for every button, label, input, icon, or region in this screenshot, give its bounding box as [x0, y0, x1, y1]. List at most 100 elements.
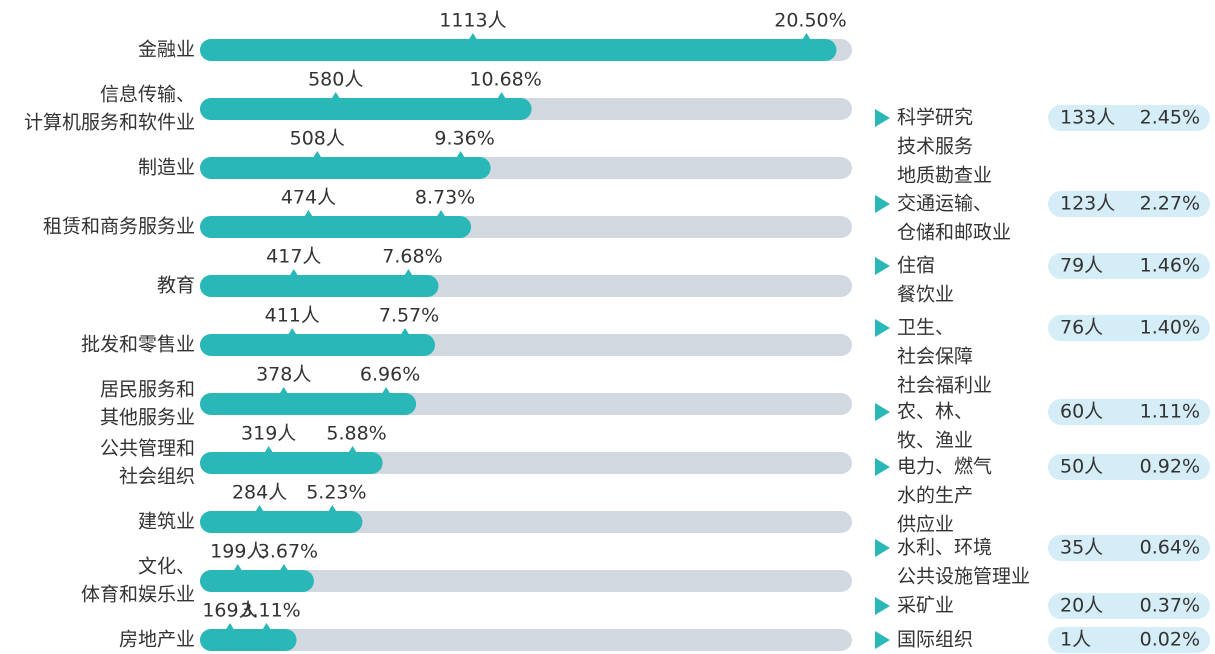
- list-arrow: [875, 458, 890, 476]
- share-pointer: [496, 92, 507, 100]
- other-category-label: 科学研究: [897, 107, 973, 129]
- other-category-label: 社会福利业: [897, 375, 992, 397]
- category-label: 批发和零售业: [81, 334, 195, 356]
- category-label: 房地产业: [119, 629, 195, 651]
- category-label: 文化、: [138, 556, 195, 578]
- share-pointer: [455, 151, 466, 159]
- list-arrow: [875, 403, 890, 421]
- category-label: 居民服务和: [100, 379, 195, 401]
- count-pointer: [263, 446, 274, 454]
- count-pointer: [330, 92, 341, 100]
- other-category-label: 采矿业: [897, 595, 954, 617]
- other-category-label: 地质勘查业: [897, 165, 992, 187]
- other-category-label: 交通运输、: [897, 193, 992, 215]
- count-label: 508人: [290, 128, 345, 150]
- category-label: 建筑业: [138, 511, 195, 533]
- value-pill: [1048, 454, 1210, 480]
- other-category-label: 农、林、: [897, 401, 973, 423]
- share-label: 9.36%: [434, 128, 494, 150]
- other-category-label: 电力、燃气: [897, 456, 992, 478]
- count-label: 411人: [265, 305, 320, 327]
- share-label: 8.73%: [415, 187, 475, 209]
- category-label: 体育和娱乐业: [81, 584, 195, 606]
- other-share-label: 2.27%: [1140, 193, 1200, 215]
- other-share-label: 0.02%: [1140, 629, 1200, 651]
- count-label: 284人: [232, 482, 287, 504]
- bar: [200, 511, 363, 533]
- other-share-label: 1.46%: [1140, 255, 1200, 277]
- count-label: 199人: [210, 541, 265, 563]
- share-label: 20.50%: [774, 10, 846, 32]
- count-pointer: [224, 623, 235, 631]
- category-label: 金融业: [138, 39, 195, 61]
- bar: [200, 629, 297, 651]
- other-category-label: 社会保障: [897, 346, 973, 368]
- category-label: 计算机服务和软件业: [24, 112, 195, 134]
- bar-track: [200, 511, 852, 533]
- share-pointer: [403, 269, 414, 277]
- other-category-label: 水利、环境: [897, 537, 992, 559]
- category-label: 社会组织: [119, 466, 195, 488]
- other-category-label: 水的生产: [897, 485, 973, 507]
- share-pointer: [347, 446, 358, 454]
- bar: [200, 216, 472, 238]
- other-category-label: 牧、渔业: [897, 430, 973, 452]
- count-label: 417人: [266, 246, 321, 268]
- list-arrow: [875, 319, 890, 337]
- other-count-label: 20人: [1060, 595, 1103, 617]
- count-label: 474人: [281, 187, 336, 209]
- other-category-label: 供应业: [897, 514, 954, 536]
- other-category-label: 卫生、: [897, 317, 954, 339]
- list-arrow: [875, 257, 890, 275]
- share-label: 10.68%: [469, 69, 541, 91]
- share-label: 3.11%: [240, 600, 300, 622]
- share-pointer: [400, 328, 411, 336]
- share-label: 5.88%: [326, 423, 386, 445]
- value-pill: [1048, 399, 1210, 425]
- value-pill: [1048, 315, 1210, 341]
- other-share-label: 1.11%: [1140, 401, 1200, 423]
- share-label: 3.67%: [258, 541, 318, 563]
- count-label: 378人: [256, 364, 311, 386]
- count-pointer: [288, 269, 299, 277]
- other-category-label: 餐饮业: [897, 284, 954, 306]
- other-share-label: 0.92%: [1140, 456, 1200, 478]
- count-label: 319人: [241, 423, 296, 445]
- share-label: 7.68%: [382, 246, 442, 268]
- list-arrow: [875, 109, 890, 127]
- count-pointer: [254, 505, 265, 513]
- share-label: 6.96%: [360, 364, 420, 386]
- count-label: 580人: [308, 69, 363, 91]
- value-pill: [1048, 593, 1210, 619]
- bar-track: [200, 570, 852, 592]
- count-pointer: [303, 210, 314, 218]
- bar: [200, 452, 383, 474]
- value-pill: [1048, 627, 1210, 653]
- bar: [200, 334, 436, 356]
- bar: [200, 98, 532, 120]
- other-count-label: 133人: [1060, 107, 1115, 129]
- category-label: 教育: [157, 275, 195, 297]
- other-category-label: 住宿: [897, 255, 935, 277]
- share-pointer: [261, 623, 272, 631]
- category-label: 信息传输、: [100, 84, 195, 106]
- bar: [200, 275, 439, 297]
- count-label: 1113人: [439, 10, 506, 32]
- share-pointer: [436, 210, 447, 218]
- other-count-label: 76人: [1060, 317, 1103, 339]
- value-pill: [1048, 535, 1210, 561]
- count-pointer: [287, 328, 298, 336]
- other-share-label: 1.40%: [1140, 317, 1200, 339]
- bar: [200, 570, 314, 592]
- list-arrow: [875, 597, 890, 615]
- share-label: 5.23%: [306, 482, 366, 504]
- value-pill: [1048, 105, 1210, 131]
- other-count-label: 79人: [1060, 255, 1103, 277]
- list-arrow: [875, 631, 890, 649]
- count-pointer: [312, 151, 323, 159]
- other-count-label: 1人: [1060, 629, 1091, 651]
- other-count-label: 50人: [1060, 456, 1103, 478]
- other-category-label: 公共设施管理业: [897, 566, 1030, 588]
- share-pointer: [381, 387, 392, 395]
